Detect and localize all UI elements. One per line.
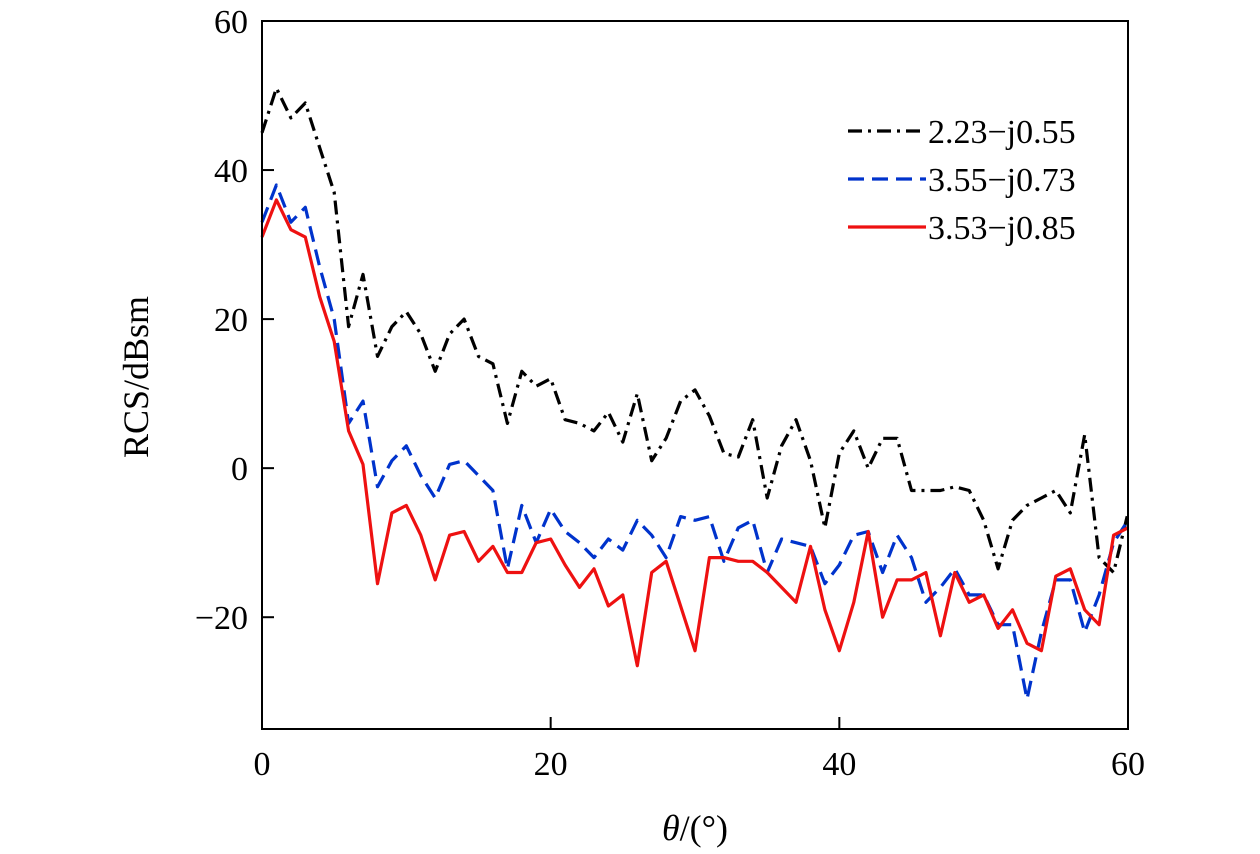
x-tick-label: 0	[254, 746, 271, 783]
x-tick-label: 40	[822, 746, 856, 783]
legend-label-1: 2.23−j0.55	[928, 114, 1076, 151]
plot-frame	[261, 20, 1129, 730]
axis-ticks: 0 20 40 60 60 40 20 0 −20	[195, 4, 1145, 783]
series-line-2	[260, 183, 1130, 701]
y-axis-title: RCS/dBsm	[116, 296, 156, 458]
series-line-3	[260, 198, 1129, 668]
legend-label-3: 3.53−j0.85	[928, 210, 1076, 247]
legend-label-2: 3.55−j0.73	[928, 162, 1076, 199]
y-tick-label: 40	[214, 153, 248, 190]
legend: 2.23−j0.55 3.55−j0.73 3.53−j0.85	[848, 114, 1076, 247]
x-tick-label: 20	[534, 746, 568, 783]
x-axis-symbol: θ	[662, 808, 680, 848]
chart-marks	[260, 86, 1130, 701]
x-tick-label: 60	[1111, 746, 1145, 783]
y-tick-label: 0	[231, 451, 248, 488]
y-tick-label: −20	[195, 600, 248, 637]
y-tick-label: 20	[214, 302, 248, 339]
x-axis-title: θ/(°)	[662, 808, 728, 848]
series-line-1	[260, 86, 1130, 575]
x-axis-unit: /(°)	[680, 808, 728, 848]
y-tick-label: 60	[214, 4, 248, 41]
